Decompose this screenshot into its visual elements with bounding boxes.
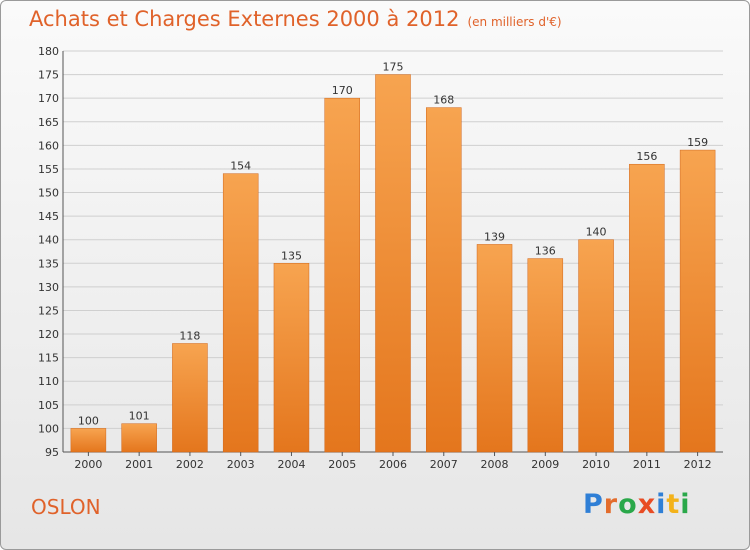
bar-2008 [476,244,513,453]
value-label-2003: 154 [230,160,251,173]
bar-2000 [70,428,107,453]
logo-letter: r [603,489,619,520]
x-tick-label-2003: 2003 [227,458,255,471]
logo-letter: o [618,489,638,520]
chart-title: Achats et Charges Externes 2000 à 2012 (e… [29,7,562,31]
logo-letter: t [666,489,681,520]
value-label-2012: 159 [687,136,708,149]
bar-2004 [273,263,310,453]
logo-letter: i [680,489,691,520]
y-tick-label: 125 [38,304,59,317]
bars [70,74,716,453]
value-label-2006: 175 [383,61,404,74]
x-tick-label-2008: 2008 [481,458,509,471]
x-tick-label-2011: 2011 [633,458,661,471]
x-tick-label-2002: 2002 [176,458,204,471]
chart-subtitle: (en milliers d'€) [467,15,562,29]
y-tick-label: 180 [38,45,59,58]
x-tick-label-2012: 2012 [684,458,712,471]
y-tick-label: 100 [38,422,59,435]
x-tick-label-2007: 2007 [430,458,458,471]
y-tick-label: 175 [38,69,59,82]
value-labels: 100 101 118 154 135 170 175 168 139 136 140 156 159 [78,61,708,428]
logo-letter: x [637,489,657,520]
y-tick-label: 115 [38,352,59,365]
x-tick-label-2005: 2005 [328,458,356,471]
y-tick-label: 95 [45,446,59,459]
value-label-2005: 170 [332,84,353,97]
y-tick-label: 170 [38,92,59,105]
commune-name: OSLON [31,495,101,519]
value-label-2004: 135 [281,249,302,262]
y-tick-label: 135 [38,257,59,270]
logo-letter: P [583,489,604,520]
y-tick-label: 160 [38,139,59,152]
y-tick-label: 155 [38,163,59,176]
logo-letter: i [656,489,667,520]
x-tick-label-2001: 2001 [125,458,153,471]
x-tick-label-2010: 2010 [582,458,610,471]
y-tick-label: 145 [38,210,59,223]
y-tick-label: 120 [38,328,59,341]
y-tick-label: 105 [38,399,59,412]
value-label-2011: 156 [636,150,657,163]
bar-2002 [172,343,208,453]
y-tick-label: 110 [38,375,59,388]
value-label-2010: 140 [586,226,607,239]
x-tick-label-2009: 2009 [531,458,559,471]
x-tick-label-2000: 2000 [74,458,102,471]
bar-2005 [324,97,360,453]
bar-2009 [527,258,564,453]
value-label-2000: 100 [78,414,99,427]
value-label-2007: 168 [433,94,454,107]
y-tick-label: 140 [38,234,59,247]
y-tick-label: 130 [38,281,59,294]
proxiti-logo: Proxiti [583,489,691,520]
y-tick-labels: 95 100 105 110 115 120 125 130 135 140 145 150 155 16… [38,45,59,459]
bar-2010 [578,239,614,453]
x-tick-labels: 2000 2001 2002 2003 2004 2005 2006 2007 2008 2009… [74,452,712,471]
value-label-2001: 101 [129,410,150,423]
value-label-2002: 118 [179,329,200,342]
bar-2011 [629,163,665,453]
bar-2007 [426,107,462,453]
bar-2001 [121,423,157,453]
y-tick-label: 150 [38,187,59,200]
bar-2006 [375,74,411,453]
bar-2012 [679,149,716,453]
bar-2003 [222,173,259,453]
x-tick-label-2006: 2006 [379,458,407,471]
y-tick-label: 165 [38,116,59,129]
x-tick-label-2004: 2004 [277,458,305,471]
value-label-2009: 136 [535,245,556,258]
value-label-2008: 139 [484,230,505,243]
